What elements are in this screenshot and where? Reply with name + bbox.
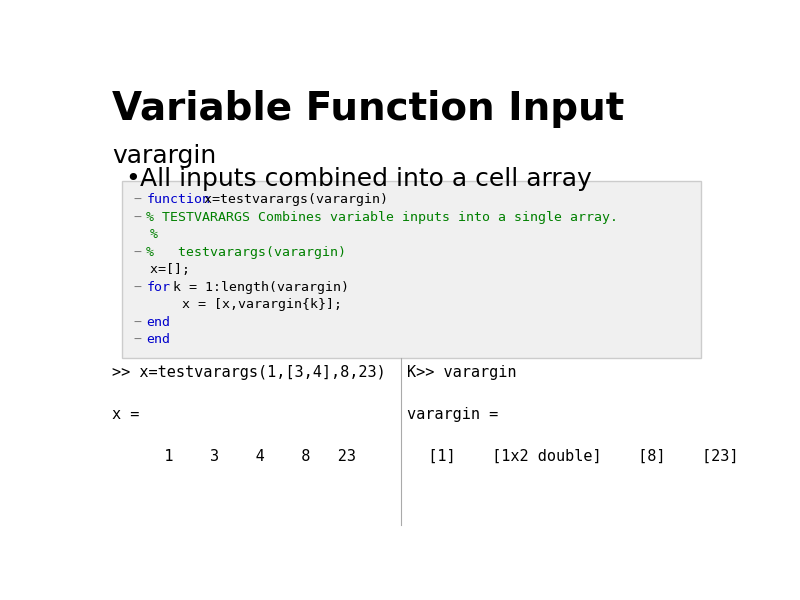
Text: x =: x = — [112, 407, 140, 422]
Text: varargin: varargin — [112, 143, 217, 167]
Text: [1]    [1x2 double]    [8]    [23]: [1] [1x2 double] [8] [23] — [410, 449, 738, 464]
Text: %   testvarargs(varargin): % testvarargs(varargin) — [146, 246, 346, 259]
Text: varargin =: varargin = — [407, 407, 498, 422]
Text: x = [x,varargin{k}];: x = [x,varargin{k}]; — [134, 298, 342, 311]
Text: Variable Function Input: Variable Function Input — [112, 91, 625, 128]
Text: All inputs combined into a cell array: All inputs combined into a cell array — [140, 167, 592, 191]
Text: % TESTVARARGS Combines variable inputs into a single array.: % TESTVARARGS Combines variable inputs i… — [146, 211, 618, 224]
Text: 1    3    4    8   23: 1 3 4 8 23 — [138, 449, 356, 464]
Text: %: % — [134, 228, 158, 241]
Text: x=testvarargs(varargin): x=testvarargs(varargin) — [196, 193, 388, 206]
Text: −: − — [134, 211, 150, 224]
Text: k = 1:length(varargin): k = 1:length(varargin) — [165, 281, 349, 294]
Text: >> x=testvarargs(1,[3,4],8,23): >> x=testvarargs(1,[3,4],8,23) — [112, 365, 386, 380]
Text: •: • — [125, 167, 139, 191]
Text: end: end — [146, 316, 170, 329]
Text: for: for — [146, 281, 170, 294]
Text: −: − — [134, 316, 150, 329]
Text: K>> varargin: K>> varargin — [407, 365, 517, 380]
Text: −: − — [134, 281, 150, 294]
Text: −: − — [134, 193, 150, 206]
Text: −: − — [134, 246, 150, 259]
FancyBboxPatch shape — [122, 181, 702, 358]
Text: function: function — [146, 193, 210, 206]
Text: −: − — [134, 334, 150, 346]
Text: x=[];: x=[]; — [134, 263, 190, 276]
Text: end: end — [146, 334, 170, 346]
